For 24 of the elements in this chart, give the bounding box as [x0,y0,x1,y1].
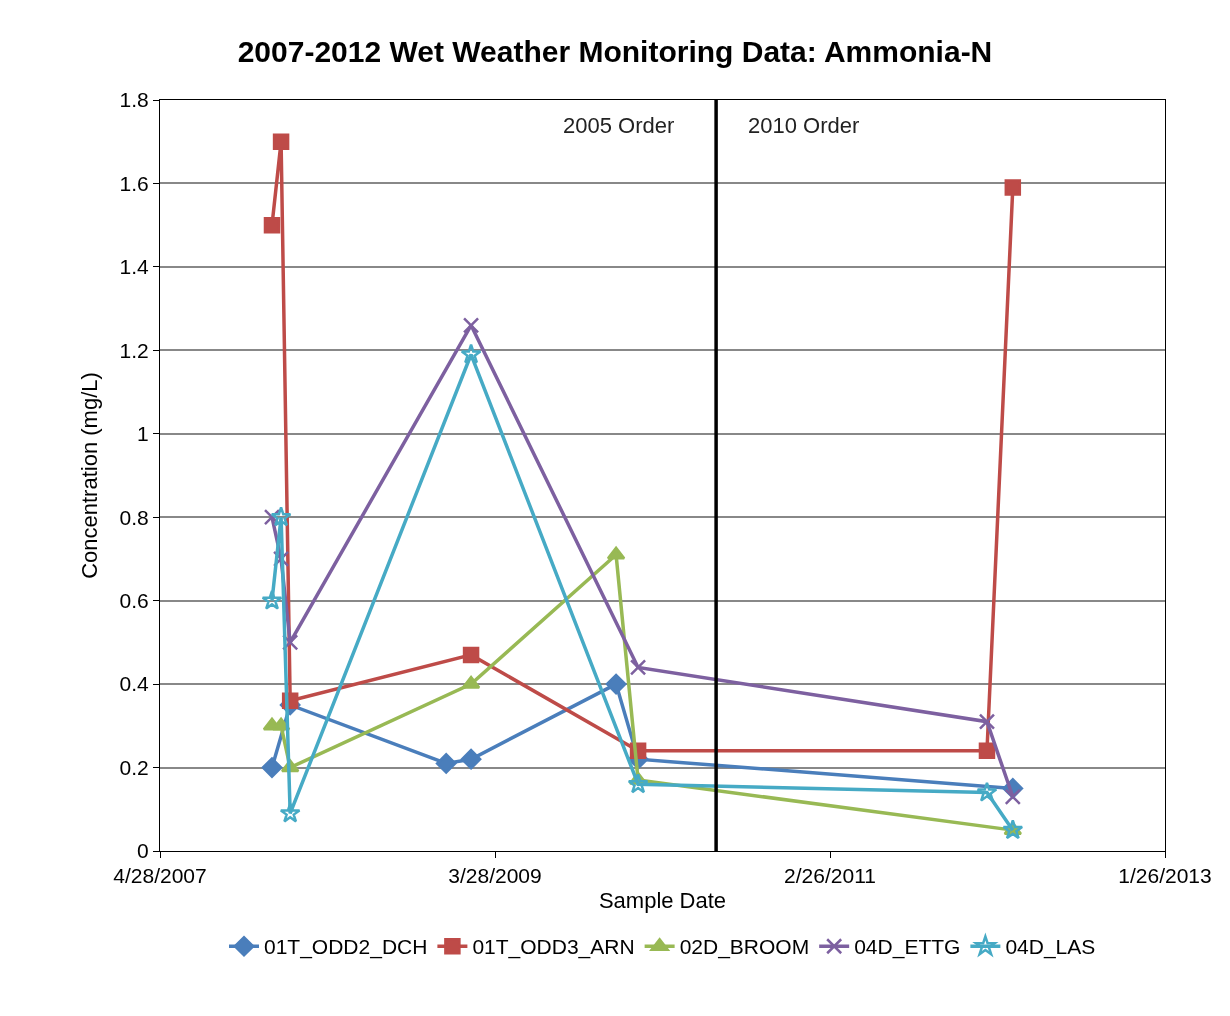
y-tick-label: 1.2 [119,338,149,362]
x-tick-label: 4/28/2007 [113,864,207,888]
legend-label: 01T_ODD2_DCH [264,935,428,960]
y-tick-label: 0 [137,839,149,863]
x-tick-label: 2/26/2011 [784,864,876,888]
y-tick-label: 1.4 [119,255,150,279]
x-tick-label: 1/26/2013 [1118,864,1212,888]
x-axis-title: Sample Date [598,888,727,914]
annotation: 2010 Order [748,113,860,138]
chart-title: 2007-2012 Wet Weather Monitoring Data: Ammonia-N [237,34,993,68]
legend-label: 04D_LAS [1005,935,1096,960]
y-tick-label: 0.2 [119,755,149,779]
y-axis-title: Concentration (mg/L) [77,372,103,579]
annotation: 2005 Order [563,113,675,138]
y-tick-label: 0.6 [119,589,149,613]
y-tick-label: 1.6 [119,171,149,195]
y-tick-label: 1.8 [119,88,149,112]
legend-label: 04D_ETTG [854,935,961,960]
y-tick-label: 0.8 [119,505,149,529]
y-tick-label: 1 [137,422,149,446]
legend-label: 02D_BROOM [679,935,810,960]
y-tick-label: 0.4 [119,672,150,696]
legend-label: 01T_ODD3_ARN [472,935,635,960]
x-tick-label: 3/28/2009 [448,864,542,888]
